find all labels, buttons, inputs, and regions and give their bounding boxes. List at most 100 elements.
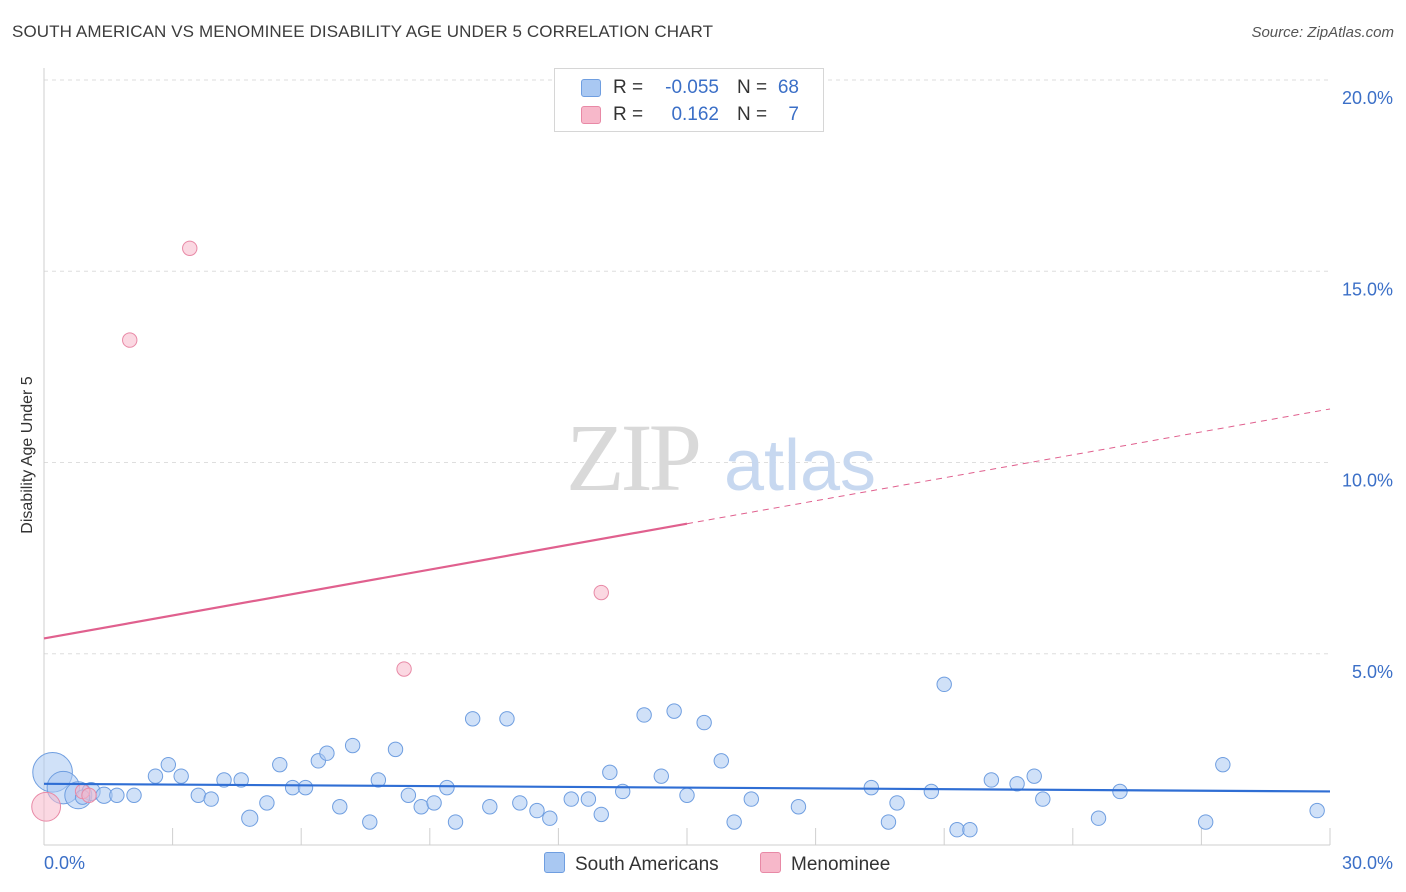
point-south-americans (400, 787, 417, 803)
trend-lines (43, 408, 1331, 793)
legend-row-menominee: R = 0.162 N = 7 (555, 102, 823, 128)
point-south-americans (636, 707, 652, 723)
bottom-legend-menominee: Menominee (760, 852, 890, 876)
point-south-americans (1009, 776, 1025, 792)
legend-row-south-americans: R = -0.055 N = 68 (555, 75, 823, 101)
point-south-americans (272, 756, 288, 773)
point-menominee (593, 584, 609, 601)
x-tick-label-max: 30.0% (1342, 853, 1393, 873)
point-south-americans (126, 787, 142, 803)
legend-n-value: 7 (788, 104, 799, 125)
tick-labels: 5.0% 10.0% 15.0% 20.0% 0.0% 30.0% (44, 88, 1393, 873)
point-menominee (182, 240, 198, 257)
trend-line-dashed-menominee (686, 408, 1331, 525)
watermark-atlas: atlas (724, 426, 876, 506)
y-tick-label: 15.0% (1342, 279, 1393, 299)
point-south-americans (464, 711, 481, 727)
y-tick-label: 20.0% (1342, 88, 1393, 108)
bottom-legend-south-americans: South Americans (544, 852, 719, 876)
point-south-americans (983, 772, 1000, 788)
point-south-americans (370, 772, 387, 788)
point-south-americans (160, 756, 177, 773)
point-south-americans (233, 772, 249, 788)
point-south-americans (889, 795, 905, 811)
point-south-americans (563, 791, 579, 807)
point-south-americans (203, 791, 219, 807)
point-south-americans (529, 802, 545, 819)
point-south-americans (949, 822, 965, 838)
legend-swatch-menominee (581, 106, 601, 124)
legend-n-value: 68 (777, 77, 799, 98)
point-south-americans (426, 795, 442, 811)
data-points (31, 240, 1325, 838)
gridlines (44, 79, 1330, 655)
point-south-americans (297, 779, 314, 796)
point-south-americans (1309, 802, 1325, 819)
bottom-legend-label: Menominee (791, 854, 891, 875)
y-tick-label: 10.0% (1342, 471, 1393, 491)
point-south-americans (241, 809, 259, 827)
point-south-americans (387, 741, 404, 758)
legend-r-label: R = (613, 77, 644, 98)
trend-line-menominee (43, 522, 688, 640)
point-south-americans (580, 791, 597, 807)
point-south-americans (499, 711, 515, 727)
point-south-americans (190, 787, 207, 803)
point-south-americans (542, 810, 558, 826)
watermark-zip: ZIP (566, 404, 699, 511)
point-south-americans (880, 814, 897, 830)
point-south-americans (216, 772, 232, 788)
point-south-americans (666, 703, 682, 719)
point-south-americans (790, 799, 807, 815)
point-menominee (81, 787, 97, 803)
legend-r-value: -0.055 (665, 77, 719, 98)
point-south-americans (936, 676, 952, 693)
point-south-americans (284, 779, 301, 796)
point-south-americans (713, 753, 729, 769)
point-south-americans (696, 714, 712, 731)
watermark: ZIP atlas (566, 404, 876, 511)
point-south-americans (147, 768, 164, 784)
point-south-americans (319, 745, 335, 761)
bottom-legend-swatch-south-americans (544, 852, 565, 873)
point-south-americans (512, 795, 528, 811)
point-south-americans (259, 795, 275, 811)
chart-title: SOUTH AMERICAN VS MENOMINEE DISABILITY A… (12, 22, 714, 41)
point-south-americans (923, 783, 940, 800)
point-south-americans (1026, 768, 1042, 784)
point-south-americans (362, 814, 378, 830)
y-tick-label: 5.0% (1352, 662, 1393, 682)
point-south-americans (1215, 756, 1231, 773)
axes (43, 68, 1331, 846)
legend-n-label: N = (737, 104, 768, 125)
stats-legend: R = -0.055 N = 68 R = 0.162 N = 7 (554, 68, 824, 132)
point-south-americans (593, 806, 609, 823)
point-south-americans (679, 787, 695, 803)
point-south-americans (447, 814, 464, 830)
point-south-americans (344, 737, 361, 754)
point-south-americans (109, 787, 125, 803)
point-south-americans (439, 779, 455, 796)
point-south-americans (1035, 791, 1051, 807)
point-south-americans (1112, 783, 1128, 800)
point-south-americans (413, 799, 429, 815)
point-menominee (396, 661, 412, 677)
trend-line-south-americans (43, 782, 1331, 793)
point-south-americans (173, 768, 189, 784)
bottom-legend-swatch-menominee (760, 852, 781, 873)
point-south-americans (1090, 810, 1107, 826)
point-south-americans (332, 799, 348, 815)
legend-n-label: N = (737, 77, 768, 98)
legend-r-value: 0.162 (671, 104, 719, 125)
legend-swatch-south-americans (581, 79, 601, 97)
point-south-americans (482, 799, 498, 815)
point-south-americans (726, 814, 742, 830)
point-south-americans (962, 822, 978, 838)
point-south-americans (653, 768, 669, 784)
point-menominee (31, 791, 62, 822)
point-south-americans (743, 791, 759, 807)
bottom-legend-label: South Americans (575, 854, 719, 875)
chart-source: Source: ZipAtlas.com (1251, 24, 1394, 41)
point-south-americans (1197, 814, 1214, 830)
